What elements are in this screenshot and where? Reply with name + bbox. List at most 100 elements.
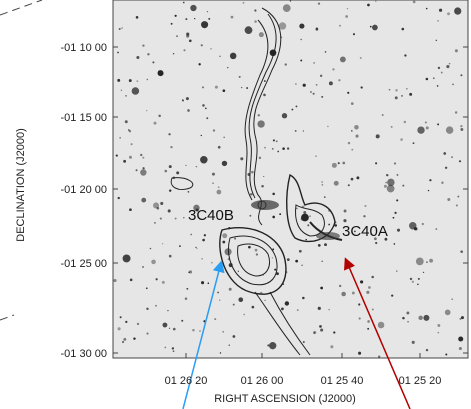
- star: [328, 81, 333, 86]
- star: [302, 296, 305, 300]
- star: [296, 207, 298, 210]
- star: [222, 89, 226, 93]
- star: [219, 299, 221, 301]
- star: [443, 152, 447, 155]
- star: [377, 321, 385, 329]
- star: [258, 156, 262, 160]
- star: [396, 228, 401, 232]
- star: [347, 184, 350, 187]
- star: [228, 344, 230, 346]
- star: [417, 126, 425, 134]
- star: [409, 92, 413, 96]
- star: [130, 143, 133, 146]
- star: [435, 39, 438, 42]
- star: [190, 233, 193, 236]
- star: [435, 228, 438, 230]
- star: [162, 322, 168, 328]
- star: [363, 215, 366, 218]
- star: [222, 331, 224, 333]
- star: [417, 277, 420, 280]
- star: [117, 196, 120, 200]
- star: [429, 179, 432, 182]
- star: [350, 177, 354, 181]
- star: [125, 320, 128, 324]
- star: [321, 95, 324, 98]
- x-tick-label: 01 26 20: [165, 375, 208, 387]
- star: [257, 120, 265, 128]
- star: [370, 233, 373, 236]
- star: [182, 99, 185, 102]
- star: [402, 316, 405, 320]
- star: [171, 347, 175, 350]
- image-frame: [112, 0, 469, 359]
- star: [452, 83, 454, 86]
- star: [172, 327, 176, 331]
- star: [346, 7, 349, 10]
- star: [172, 350, 175, 352]
- star: [201, 258, 203, 260]
- star: [375, 0, 377, 2]
- star: [303, 210, 307, 214]
- star: [390, 125, 393, 128]
- star: [425, 7, 428, 10]
- star: [155, 278, 158, 281]
- star: [317, 306, 321, 310]
- star: [168, 133, 171, 136]
- star: [302, 130, 304, 132]
- star: [170, 145, 173, 149]
- star: [254, 20, 257, 23]
- star: [436, 85, 439, 87]
- star: [445, 126, 454, 134]
- star: [351, 291, 355, 295]
- star: [319, 74, 323, 78]
- star: [315, 27, 319, 31]
- star: [202, 238, 205, 242]
- star: [327, 125, 329, 128]
- star: [460, 74, 463, 77]
- star: [142, 44, 145, 47]
- star: [406, 88, 408, 90]
- star: [402, 184, 405, 187]
- arrow: [182, 260, 225, 409]
- star: [386, 184, 395, 193]
- star: [333, 331, 336, 334]
- star: [174, 217, 177, 220]
- star: [323, 196, 326, 198]
- star: [426, 261, 428, 264]
- star: [123, 159, 127, 163]
- star: [196, 248, 198, 250]
- star: [324, 243, 327, 247]
- star: [168, 254, 172, 258]
- star: [412, 0, 416, 4]
- star: [338, 24, 341, 27]
- star: [454, 7, 462, 15]
- star: [183, 217, 185, 219]
- star: [124, 120, 128, 124]
- star: [258, 32, 264, 38]
- star: [140, 169, 147, 176]
- star: [164, 169, 168, 173]
- star: [429, 258, 433, 263]
- star: [455, 204, 458, 207]
- star: [208, 17, 211, 20]
- star: [161, 280, 165, 284]
- star: [418, 315, 423, 321]
- star: [319, 325, 322, 328]
- star: [347, 91, 350, 94]
- star: [385, 181, 388, 184]
- star: [388, 88, 391, 91]
- star-field: [113, 0, 464, 358]
- star: [149, 247, 152, 250]
- star: [321, 260, 323, 262]
- star: [444, 309, 451, 316]
- x-tick-label: 01 26 00: [241, 375, 284, 387]
- star: [423, 314, 430, 321]
- star: [214, 85, 218, 89]
- star: [136, 322, 140, 326]
- star: [192, 328, 195, 332]
- star: [207, 282, 210, 284]
- star: [272, 215, 275, 219]
- star: [301, 264, 303, 266]
- star: [223, 136, 226, 139]
- star: [198, 63, 201, 66]
